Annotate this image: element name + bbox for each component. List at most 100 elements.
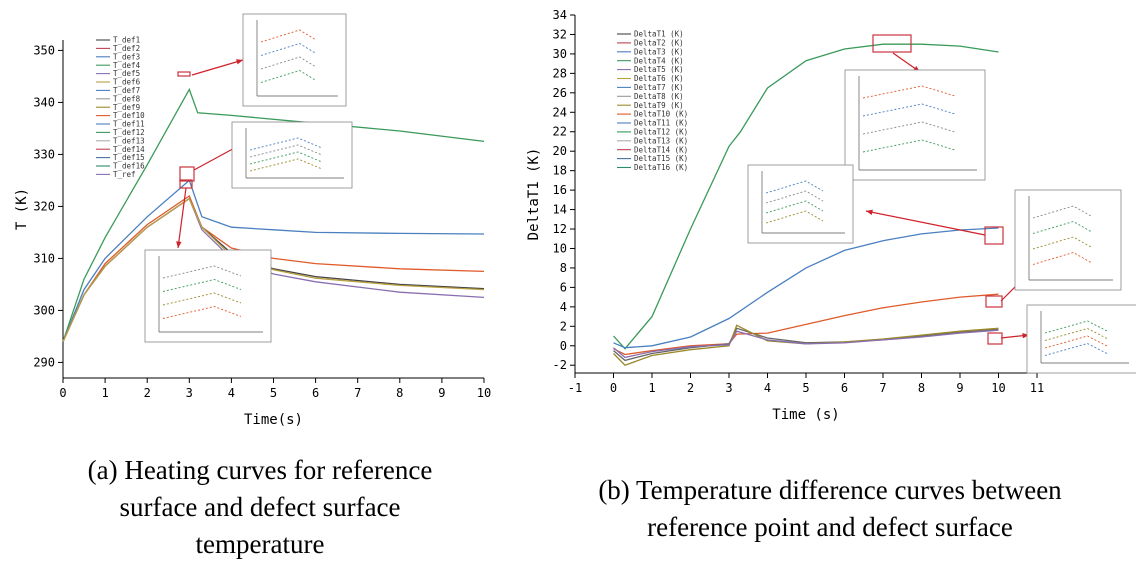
x-tick-label: 7 [354,386,361,400]
inset-series-line [765,200,824,214]
caption-a-line-3: temperature [195,529,325,559]
legend-entry: DeltaT10 (K) [634,110,688,119]
y-tick-label: 290 [33,355,55,369]
y-tick-label: 34 [553,8,567,22]
legend-entry: DeltaT11 (K) [634,119,688,128]
legend-entry: T_def12 [113,128,145,137]
x-tick-label: 0 [59,386,66,400]
x-tick-label: 2 [687,381,694,395]
y-tick-label: 330 [33,147,55,161]
zoom-pointer-arrowhead [866,209,873,215]
y-tick-label: 310 [33,251,55,265]
legend-entry: DeltaT7 (K) [634,83,684,92]
zoom-pointer-arrowhead [236,59,243,65]
y-tick-label: -2 [553,358,567,372]
chart-a-heating-curves: 0 1 2 3 4 5 6 7 8 9 10 290 300 310 320 330 340 350 Time(s)… [14,13,491,428]
caption-b-line-1: (b) Temperature difference curves betwee… [598,475,1062,505]
zoom-pointer-line [177,187,187,249]
legend-entry: DeltaT16 (K) [634,163,688,172]
caption-a: (a) Heating curves for reference surface… [20,452,500,563]
x-tick-label: 10 [991,381,1005,395]
zoom-pointer-line [191,59,244,76]
legend-entry: T_def7 [113,86,140,95]
legend-entry: T_def6 [113,78,141,87]
y-tick-label: 8 [560,261,567,275]
y-tick-label: 30 [553,47,567,61]
y-tick-label: 22 [553,125,567,139]
series-line-1 [62,87,485,342]
x-tick-label: 6 [312,386,319,400]
legend-entry: DeltaT5 (K) [634,65,684,74]
inset-series-line [765,180,824,194]
inset-series-line [162,279,242,292]
x-tick-label: 3 [725,381,732,395]
series-line-1 [613,43,999,350]
zoom-region-box [985,295,1003,308]
y-tick-label: 350 [33,43,55,57]
caption-a-line-2: surface and defect surface [119,492,401,522]
legend-entry: DeltaT3 (K) [634,47,684,56]
legend-entry: T_def11 [113,120,145,129]
legend-entry: T_def2 [113,44,140,53]
y-tick-label: 10 [553,241,567,255]
y-tick-label: 12 [553,222,567,236]
y-tick-label: 320 [33,199,55,213]
zoom-inset-panel [844,69,986,181]
x-tick-label: 4 [764,381,771,395]
x-tick-label: 10 [477,386,491,400]
zoom-inset-panel [1014,189,1122,291]
zoom-inset-panel [747,164,854,244]
x-tick-label: 1 [648,381,655,395]
y-tick-label: 16 [553,183,567,197]
legend-entry: DeltaT12 (K) [634,128,688,137]
inset-series-line [249,158,323,172]
y-tick-label: 28 [553,66,567,80]
inset-series-line [260,56,317,70]
series-line-6 [62,197,485,342]
x-tick-label: 8 [918,381,925,395]
inset-series-line [249,137,323,151]
y-tick-label: 2 [560,319,567,333]
zoom-pointer-line [865,210,986,236]
y-tick-label: 0 [560,339,567,353]
x-tick-label: 2 [144,386,151,400]
inset-series-line [1044,343,1108,356]
zoom-region-box [177,71,191,77]
caption-a-line-1: (a) Heating curves for reference [87,455,433,485]
legend-entry: T_def16 [113,162,145,171]
inset-series-line [862,103,956,117]
legend-entry: T_def10 [113,111,145,120]
x-tick-label: 5 [270,386,277,400]
legend-entry: DeltaT13 (K) [634,136,688,145]
y-tick-label: 32 [553,27,567,41]
inset-series-line [162,265,242,279]
inset-series-line [249,144,323,158]
series-line-2 [613,227,999,349]
inset-series-line [162,292,242,306]
x-tick-label: 8 [396,386,403,400]
zoom-inset-panel [1026,304,1136,374]
zoom-region-box [984,226,1004,245]
inset-series-line [1044,320,1108,334]
y-tick-label: 300 [33,303,55,317]
y-tick-label: 20 [553,144,567,158]
zoom-region-box [987,332,1003,345]
x-axis-title: Time(s) [244,412,303,428]
caption-b-line-2: reference point and defect surface [647,512,1013,542]
y-tick-label: 24 [553,105,567,119]
zoom-inset-panel [144,249,272,343]
legend-entry: DeltaT14 (K) [634,145,688,154]
legend-entry: T_def14 [113,145,145,154]
x-tick-label: 7 [879,381,886,395]
x-tick-label: -1 [568,381,582,395]
y-axis-title: T (K) [14,188,30,230]
series-line-2 [62,179,485,342]
legend-entry: DeltaT2 (K) [634,39,684,48]
zoom-pointer-arrowhead [1022,332,1029,339]
x-tick-label: 11 [1030,381,1044,395]
legend-entry: T_def5 [113,69,140,78]
x-tick-label: 5 [802,381,809,395]
y-axis-title: DeltaT1 (K) [526,148,542,241]
y-tick-label: 14 [553,203,567,217]
x-tick-label: 4 [228,386,235,400]
